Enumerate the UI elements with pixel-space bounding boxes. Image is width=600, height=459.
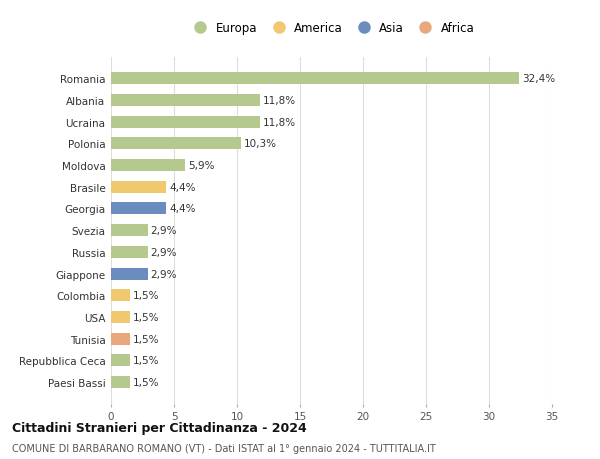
Text: 1,5%: 1,5% [133,377,160,387]
Bar [111,203,166,215]
Text: 2,9%: 2,9% [151,226,177,235]
Text: 1,5%: 1,5% [133,291,160,301]
Text: 5,9%: 5,9% [188,161,215,171]
Text: 4,4%: 4,4% [170,204,196,214]
Text: 11,8%: 11,8% [263,96,296,106]
Text: 1,5%: 1,5% [133,312,160,322]
Bar [111,181,166,193]
Text: 11,8%: 11,8% [263,118,296,128]
Bar [111,225,148,236]
Bar [111,246,148,258]
Bar [111,355,130,367]
Bar [111,117,260,129]
Bar [111,290,130,302]
Text: 10,3%: 10,3% [244,139,277,149]
Text: 2,9%: 2,9% [151,247,177,257]
Bar [111,333,130,345]
Bar [111,95,260,106]
Legend: Europa, America, Asia, Africa: Europa, America, Asia, Africa [188,22,475,34]
Bar [111,160,185,172]
Bar [111,73,519,85]
Text: Cittadini Stranieri per Cittadinanza - 2024: Cittadini Stranieri per Cittadinanza - 2… [12,421,307,434]
Text: 32,4%: 32,4% [523,74,556,84]
Bar [111,268,148,280]
Text: 1,5%: 1,5% [133,334,160,344]
Bar [111,138,241,150]
Bar [111,311,130,323]
Text: 1,5%: 1,5% [133,356,160,365]
Bar [111,376,130,388]
Text: COMUNE DI BARBARANO ROMANO (VT) - Dati ISTAT al 1° gennaio 2024 - TUTTITALIA.IT: COMUNE DI BARBARANO ROMANO (VT) - Dati I… [12,443,436,453]
Text: 2,9%: 2,9% [151,269,177,279]
Text: 4,4%: 4,4% [170,182,196,192]
